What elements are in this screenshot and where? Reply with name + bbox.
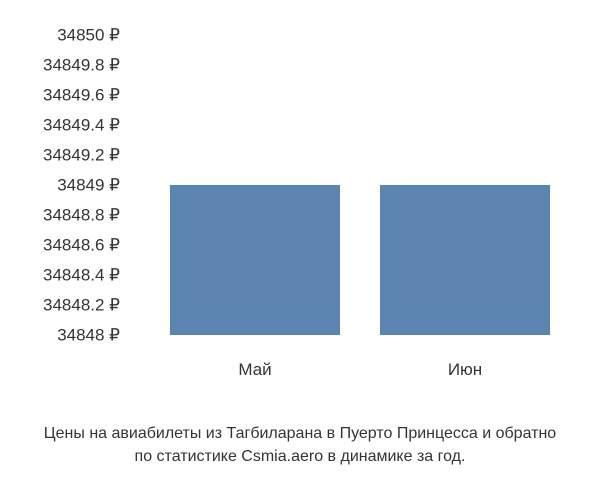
y-tick-label: 34848.2 ₽ xyxy=(10,297,120,314)
y-tick-label: 34849.8 ₽ xyxy=(10,57,120,74)
plot-area xyxy=(130,20,580,350)
y-tick-label: 34849 ₽ xyxy=(10,177,120,194)
y-axis: 34850 ₽ 34849.8 ₽ 34849.6 ₽ 34849.4 ₽ 34849.… xyxy=(10,20,120,350)
caption-line-1: Цены на авиабилеты из Тагбиларана в Пуер… xyxy=(44,425,556,442)
y-tick-label: 34848.6 ₽ xyxy=(10,237,120,254)
y-tick-label: 34849.4 ₽ xyxy=(10,117,120,134)
bar xyxy=(380,185,550,335)
caption-line-2: по статистике Csmia.aero в динамике за г… xyxy=(135,448,466,465)
y-tick-label: 34850 ₽ xyxy=(10,27,120,44)
x-axis-label: Июн xyxy=(448,360,482,380)
y-tick-label: 34849.6 ₽ xyxy=(10,87,120,104)
y-tick-label: 34848.4 ₽ xyxy=(10,267,120,284)
y-tick-label: 34849.2 ₽ xyxy=(10,147,120,164)
y-tick-label: 34848 ₽ xyxy=(10,327,120,344)
y-tick-label: 34848.8 ₽ xyxy=(10,207,120,224)
x-axis: Май Июн xyxy=(130,360,580,390)
chart-caption: Цены на авиабилеты из Тагбиларана в Пуер… xyxy=(0,423,600,468)
chart-container: 34850 ₽ 34849.8 ₽ 34849.6 ₽ 34849.4 ₽ 34849.… xyxy=(10,20,590,400)
bar xyxy=(170,185,340,335)
x-axis-label: Май xyxy=(238,360,271,380)
